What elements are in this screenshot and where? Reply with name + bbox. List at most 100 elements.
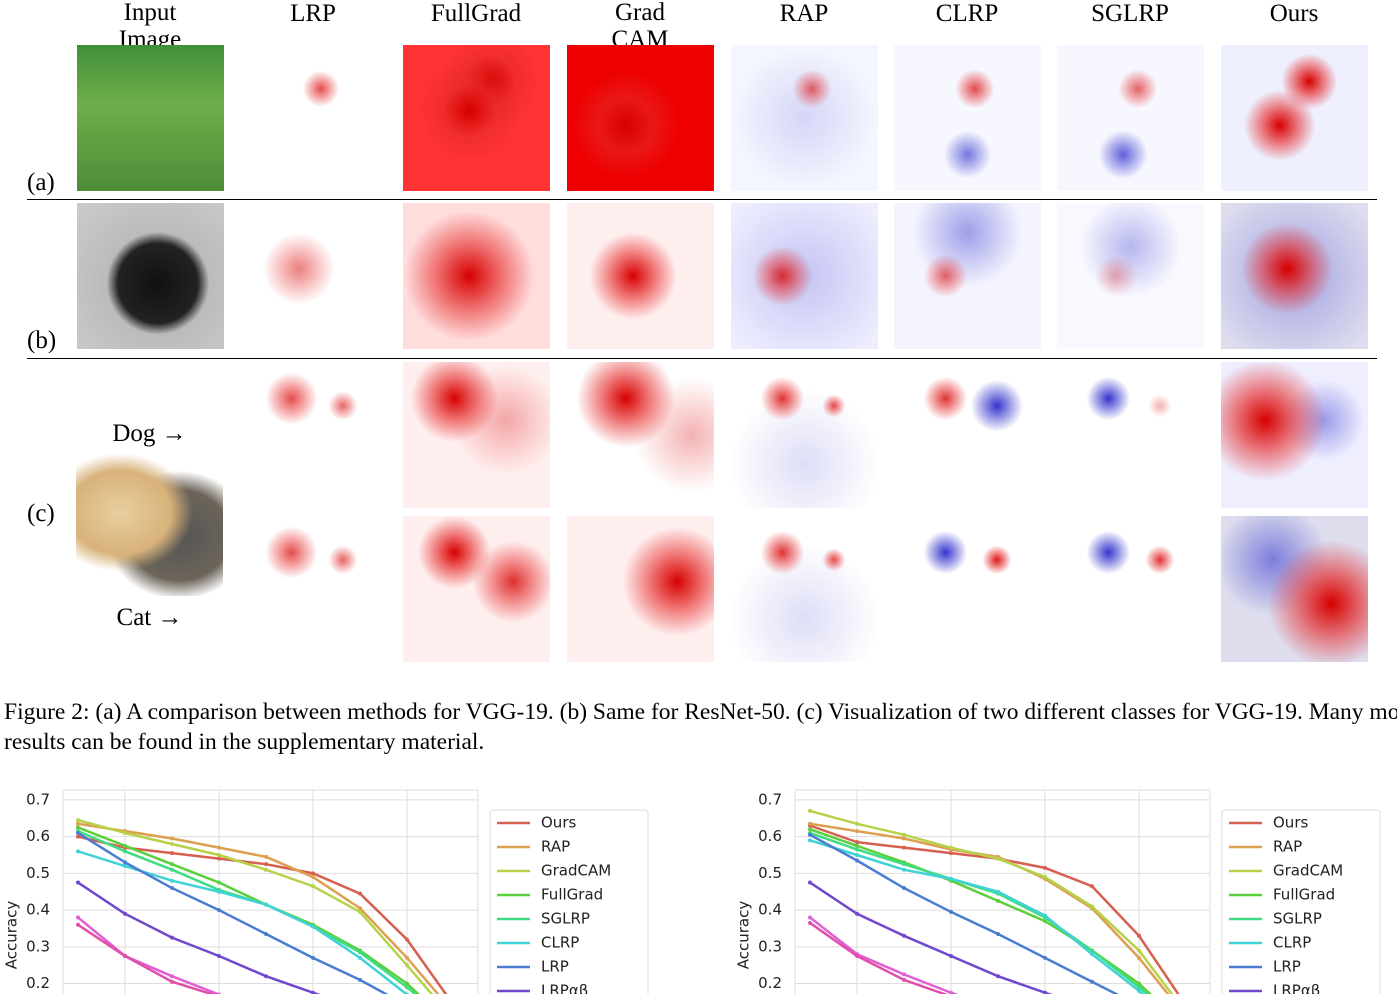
heatmap — [403, 45, 550, 191]
point — [996, 931, 1000, 936]
legend-label: SGLRP — [1273, 910, 1322, 928]
y-axis-label: Accuracy — [3, 901, 21, 970]
point — [76, 922, 80, 927]
point — [311, 924, 315, 929]
legend-label: RAP — [541, 838, 570, 856]
y-tick-label: 0.6 — [26, 827, 50, 845]
point — [311, 871, 315, 876]
heatmap — [240, 203, 387, 349]
heatmap — [1057, 203, 1204, 349]
heatmap — [1221, 45, 1368, 191]
point — [405, 955, 409, 960]
series-line — [809, 921, 948, 994]
point — [405, 981, 409, 986]
heatmap — [403, 362, 550, 508]
point — [264, 854, 268, 859]
heatmap — [567, 203, 714, 349]
point — [264, 931, 268, 936]
heatmap — [1057, 45, 1204, 191]
point — [1137, 985, 1141, 990]
point — [855, 821, 859, 826]
point — [170, 862, 174, 867]
point — [902, 836, 906, 841]
heatmap — [240, 45, 387, 191]
point — [855, 853, 859, 858]
heatmap — [894, 362, 1041, 508]
legend-label: FullGrad — [541, 886, 603, 904]
point — [358, 906, 362, 911]
heatmap — [731, 45, 878, 191]
heatmap — [240, 516, 387, 662]
column-header: Input Image — [118, 0, 182, 53]
heatmap — [1221, 516, 1368, 662]
point — [170, 979, 174, 984]
legend-label: Ours — [541, 814, 576, 832]
point — [170, 841, 174, 846]
heatmap — [731, 362, 878, 508]
point — [123, 954, 127, 959]
point — [170, 878, 174, 883]
point — [996, 974, 1000, 979]
point — [123, 860, 127, 865]
point — [996, 889, 1000, 894]
point — [902, 933, 906, 938]
legend-label: Ours — [1273, 814, 1308, 832]
point — [855, 954, 859, 959]
point — [170, 851, 174, 856]
point — [902, 845, 906, 850]
point — [808, 915, 812, 920]
row-label: (c) — [27, 500, 55, 527]
heatmap — [1221, 362, 1368, 508]
point — [1137, 981, 1141, 986]
point — [123, 843, 127, 848]
point — [902, 972, 906, 977]
point — [217, 853, 221, 858]
point — [949, 990, 953, 994]
column-header: LRP — [290, 0, 336, 27]
heatmap — [240, 362, 387, 508]
heatmap — [1221, 203, 1368, 349]
legend-label: RAP — [1273, 838, 1302, 856]
point — [358, 955, 362, 960]
point — [902, 977, 906, 982]
charts: 0.2 0.3 0.4 0.5 0.6 0.7 Accuracy Ours RAP GradCAM… — [3, 789, 1381, 994]
point — [1137, 933, 1141, 938]
point — [808, 832, 812, 837]
point — [76, 825, 80, 830]
point — [311, 955, 315, 960]
point — [217, 856, 221, 861]
point — [311, 875, 315, 880]
point — [996, 856, 1000, 861]
input-image — [77, 203, 224, 349]
column-header: FullGrad — [430, 0, 522, 27]
point — [123, 830, 127, 835]
row-label: (a) — [27, 169, 55, 196]
legend-box — [1221, 809, 1381, 994]
legend-label: CLRP — [1273, 934, 1311, 952]
point — [855, 847, 859, 852]
point — [1043, 913, 1047, 918]
point — [808, 808, 812, 813]
point — [217, 845, 221, 850]
point — [217, 889, 221, 894]
point — [76, 821, 80, 826]
y-tick-label: 0.3 — [758, 937, 782, 955]
point — [949, 954, 953, 959]
point — [855, 843, 859, 848]
column-header: Ours — [1269, 0, 1319, 27]
point — [1043, 875, 1047, 880]
point — [949, 909, 953, 914]
point — [123, 849, 127, 854]
point — [808, 838, 812, 843]
series-line — [77, 916, 222, 994]
input-image — [76, 444, 223, 596]
column-header: CLRP — [935, 0, 999, 27]
y-tick-label: 0.7 — [26, 790, 50, 808]
heatmap — [567, 362, 714, 508]
y-axis-label: Accuracy — [735, 901, 753, 970]
y-tick-label: 0.3 — [26, 937, 50, 955]
heatmap — [894, 516, 1041, 662]
heatmap — [403, 516, 550, 662]
caption: Figure 2: (a) A comparison between metho… — [4, 699, 1397, 755]
